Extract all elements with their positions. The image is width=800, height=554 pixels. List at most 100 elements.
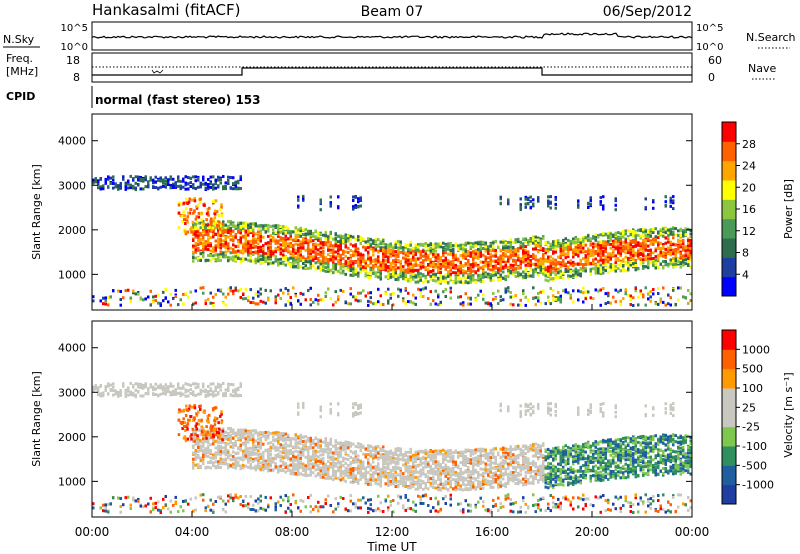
power-cell xyxy=(632,260,635,264)
power-cell xyxy=(574,252,577,256)
power-cell xyxy=(647,292,650,296)
power-cell xyxy=(544,249,547,252)
velocity-cell xyxy=(102,391,105,395)
power-cell xyxy=(329,297,332,300)
power-cell xyxy=(369,267,372,271)
power-cell xyxy=(374,274,377,278)
power-cell xyxy=(599,288,602,292)
power-cell xyxy=(254,232,257,236)
power-cell xyxy=(542,265,545,269)
power-cell xyxy=(522,254,525,258)
power-cell xyxy=(609,262,612,266)
power-cell xyxy=(502,260,505,263)
power-cell xyxy=(639,234,642,238)
power-cell xyxy=(137,291,140,294)
power-cell xyxy=(349,249,352,252)
power-cell xyxy=(679,234,682,238)
velocity-cell xyxy=(134,388,137,392)
power-cell xyxy=(619,242,622,246)
power-cell xyxy=(459,280,462,284)
power-cell xyxy=(632,304,635,307)
power-cell xyxy=(319,298,322,302)
power-cell xyxy=(342,265,345,269)
velocity-cell xyxy=(122,384,125,388)
power-cell xyxy=(524,259,527,263)
velocity-cell xyxy=(199,459,202,463)
power-cell xyxy=(347,236,350,239)
power-cell xyxy=(349,273,352,277)
power-cell xyxy=(452,247,455,251)
power-cell xyxy=(417,263,420,267)
power-cell xyxy=(357,253,360,257)
power-cell xyxy=(537,238,540,242)
power-cell xyxy=(357,251,360,254)
power-cell xyxy=(517,249,520,253)
power-cell xyxy=(517,247,520,250)
power-cell xyxy=(164,296,167,300)
power-cell xyxy=(319,266,322,270)
power-cell xyxy=(689,244,692,248)
power-cell xyxy=(654,238,657,242)
power-cell xyxy=(519,266,522,270)
power-cell xyxy=(112,182,115,185)
power-cell xyxy=(264,254,267,258)
velocity-cell xyxy=(177,391,180,395)
power-cell xyxy=(569,270,572,274)
power-cell xyxy=(372,268,375,272)
power-cell xyxy=(377,287,380,291)
power-cell xyxy=(484,243,487,247)
station-title: Hankasalmi (fitACF) xyxy=(92,1,240,19)
power-cell xyxy=(659,231,662,235)
velocity-cell xyxy=(162,385,165,389)
power-cell xyxy=(522,274,525,278)
power-cell xyxy=(509,270,512,274)
power-cell xyxy=(192,186,195,190)
y-tick-label: 2000 xyxy=(58,224,86,237)
power-cell xyxy=(644,244,647,248)
power-cell xyxy=(392,265,395,269)
power-cell xyxy=(169,177,172,181)
power-cell xyxy=(427,297,430,300)
velocity-cell xyxy=(169,384,172,388)
power-cell xyxy=(387,260,390,264)
power-cell xyxy=(637,295,640,299)
power-cell xyxy=(202,241,205,245)
power-cell xyxy=(179,298,182,302)
power-cell xyxy=(662,243,665,246)
power-cell xyxy=(399,266,402,270)
power-cell xyxy=(492,291,495,295)
power-cell xyxy=(472,269,475,273)
power-cell xyxy=(427,258,430,261)
power-cell xyxy=(207,254,210,257)
power-cell xyxy=(604,240,607,244)
power-cell xyxy=(509,302,512,306)
power-cell xyxy=(402,248,405,252)
power-cell xyxy=(454,243,457,247)
power-cell xyxy=(194,248,197,252)
power-cell xyxy=(469,274,472,278)
power-cell xyxy=(104,177,107,181)
power-cell xyxy=(212,250,215,253)
power-cell xyxy=(404,246,407,249)
power-cell xyxy=(419,252,422,256)
power-cell xyxy=(374,271,377,275)
power-cell xyxy=(412,277,415,281)
power-cell xyxy=(317,252,320,256)
power-cell xyxy=(247,240,250,244)
power-cell xyxy=(622,297,625,301)
power-cell xyxy=(652,288,655,291)
power-cell xyxy=(369,296,372,300)
power-cell xyxy=(657,254,660,258)
power-cell xyxy=(472,261,475,264)
power-cell xyxy=(177,226,181,230)
power-cell xyxy=(542,247,545,251)
power-cell xyxy=(579,238,582,242)
power-cell xyxy=(234,286,237,290)
power-cell xyxy=(584,266,587,270)
power-cell xyxy=(209,259,212,263)
power-cell xyxy=(607,231,610,235)
power-cell xyxy=(449,296,452,300)
power-cell xyxy=(617,251,620,254)
power-cell xyxy=(412,272,415,276)
velocity-cell xyxy=(177,384,180,388)
